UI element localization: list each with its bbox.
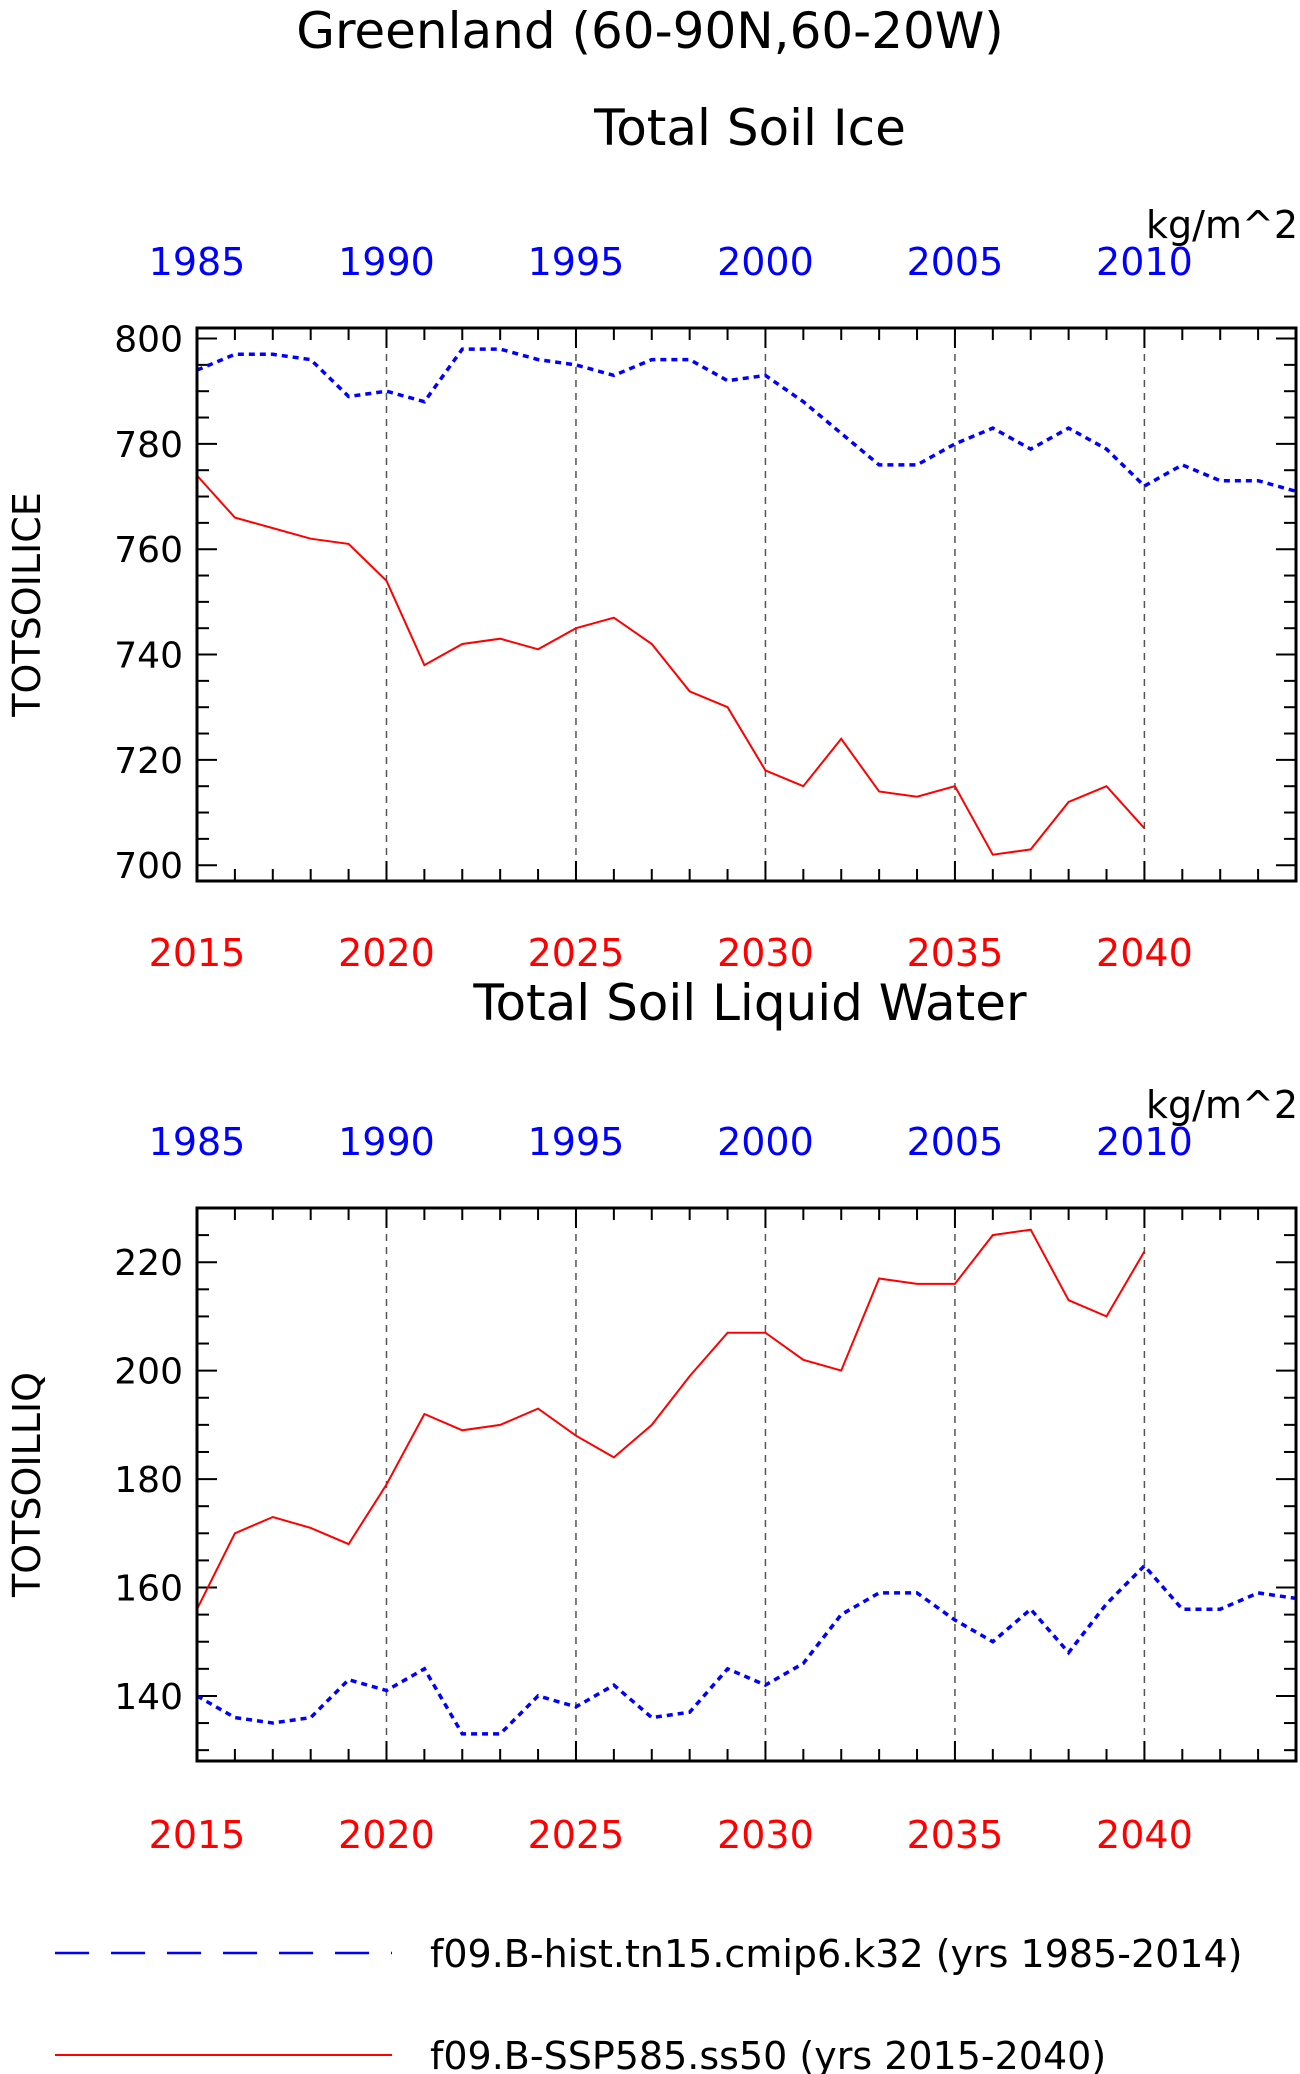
y-tick-label: 780 [114, 425, 183, 466]
y-axis-label: TOTSOILLIQ [5, 1372, 49, 1598]
legend-label: f09.B-SSP585.ss50 (yrs 2015-2040) [430, 2034, 1106, 2074]
x-tick-label-bottom: 2015 [149, 931, 246, 975]
y-tick-label: 720 [114, 741, 183, 782]
panel-title: Total Soil Ice [593, 99, 906, 157]
x-tick-label-top: 2000 [717, 1120, 814, 1164]
x-tick-label-bottom: 2035 [907, 1813, 1004, 1857]
y-tick-label: 180 [114, 1460, 183, 1501]
legend-label: f09.B-hist.tn15.cmip6.k32 (yrs 1985-2014… [430, 1932, 1242, 1976]
series-line-hist [196, 1563, 1297, 1736]
panel-total-soil-liquid-water: Total Soil Liquid Water kg/m^2 TOTSOILLIQ 1… [5, 974, 1298, 1857]
x-tick-label-top: 1995 [528, 240, 625, 284]
x-tick-label-bottom: 2035 [907, 931, 1004, 975]
x-tick-label-top: 2005 [907, 1120, 1004, 1164]
x-tick-label-bottom: 2025 [528, 931, 625, 975]
plot-frame [195, 1206, 1298, 1763]
y-tick-label: 140 [114, 1677, 183, 1718]
x-tick-label-top: 2000 [717, 240, 814, 284]
y-tick-label: 160 [114, 1569, 183, 1610]
panel-total-soil-ice: Total Soil Ice kg/m^2 TOTSOILICE 700 720 740 7… [5, 99, 1298, 975]
units-label: kg/m^2 [1146, 1083, 1298, 1127]
y-tick-label: 760 [114, 530, 183, 571]
y-tick-label: 800 [114, 320, 183, 361]
x-tick-label-bottom: 2020 [338, 1813, 435, 1857]
units-label: kg/m^2 [1146, 203, 1298, 247]
x-tick-label-top: 2010 [1096, 240, 1193, 284]
series-line-hist [196, 347, 1297, 493]
y-tick-label: 740 [114, 636, 183, 677]
x-tick-label-bottom: 2040 [1096, 1813, 1193, 1857]
x-tick-label-bottom: 2030 [717, 1813, 814, 1857]
y-tick-label: 700 [114, 846, 183, 887]
x-tick-label-top: 1985 [149, 240, 246, 284]
x-tick-label-top: 1990 [338, 1120, 435, 1164]
x-tick-label-top: 1990 [338, 240, 435, 284]
x-tick-label-top: 2005 [907, 240, 1004, 284]
x-tick-label-top: 2010 [1096, 1120, 1193, 1164]
x-tick-label-bottom: 2030 [717, 931, 814, 975]
y-tick-label: 220 [114, 1243, 183, 1284]
x-tick-label-top: 1995 [528, 1120, 625, 1164]
y-tick-label: 200 [114, 1352, 183, 1393]
figure-title: Greenland (60-90N,60-20W) [296, 2, 1004, 60]
legend: f09.B-hist.tn15.cmip6.k32 (yrs 1985-2014… [55, 1932, 1242, 2074]
plot-frame [195, 326, 1298, 883]
x-tick-label-bottom: 2015 [149, 1813, 246, 1857]
x-tick-label-bottom: 2020 [338, 931, 435, 975]
series-line-ssp585 [196, 1228, 1146, 1610]
x-tick-label-top: 1985 [149, 1120, 246, 1164]
y-axis-label: TOTSOILICE [5, 492, 49, 718]
series-line-ssp585 [196, 474, 1146, 856]
panel-title: Total Soil Liquid Water [472, 974, 1027, 1032]
x-tick-label-bottom: 2040 [1096, 931, 1193, 975]
x-tick-label-bottom: 2025 [528, 1813, 625, 1857]
